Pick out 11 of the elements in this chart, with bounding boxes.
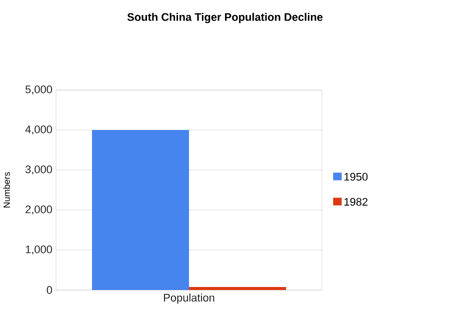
chart-title: South China Tiger Population Decline <box>127 12 323 24</box>
x-tick-label: Population <box>164 294 214 304</box>
y-tick-label: 2,000 <box>26 205 52 215</box>
legend-label: 1982 <box>344 198 368 206</box>
y-tick-label: 3,000 <box>25 165 52 175</box>
legend-label: 1950 <box>344 172 368 181</box>
y-axis-title: Numbers <box>3 172 10 208</box>
y-tick-label: 4,000 <box>25 125 52 135</box>
y-tick-label: 1,000 <box>26 245 52 255</box>
y-tick-label: 5,000 <box>25 85 52 95</box>
y-tick-label: 0 <box>46 286 52 294</box>
